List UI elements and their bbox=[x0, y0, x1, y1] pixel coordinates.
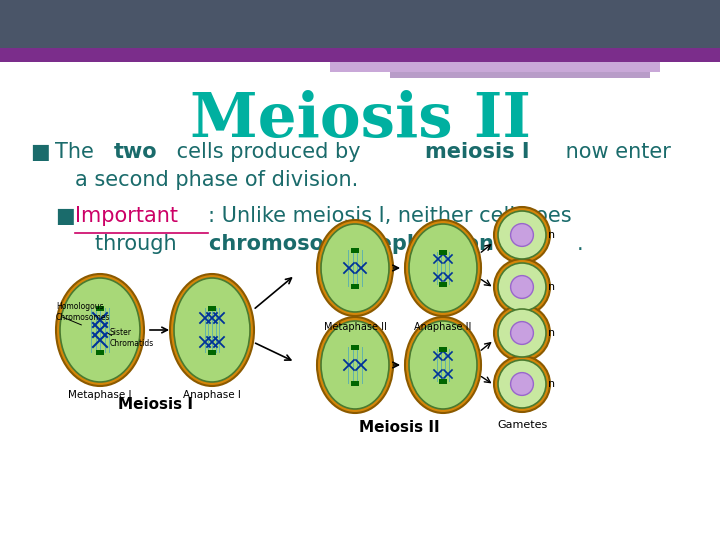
Text: Important: Important bbox=[75, 206, 178, 226]
Ellipse shape bbox=[56, 274, 144, 386]
Text: Sister
Chromatids: Sister Chromatids bbox=[110, 328, 154, 348]
Bar bbox=[208, 306, 216, 311]
Text: cells produced by: cells produced by bbox=[170, 142, 367, 162]
Text: Metaphase I: Metaphase I bbox=[68, 390, 132, 400]
Text: a second phase of division.: a second phase of division. bbox=[75, 170, 359, 190]
Text: ■: ■ bbox=[55, 206, 75, 226]
Ellipse shape bbox=[317, 317, 393, 413]
Ellipse shape bbox=[170, 274, 254, 386]
Text: The: The bbox=[55, 142, 101, 162]
Ellipse shape bbox=[405, 317, 481, 413]
Bar bbox=[0, 48, 720, 62]
Ellipse shape bbox=[409, 224, 477, 312]
Ellipse shape bbox=[405, 220, 481, 316]
Bar bbox=[390, 72, 650, 78]
Bar bbox=[351, 284, 359, 289]
Bar bbox=[439, 282, 447, 287]
Ellipse shape bbox=[317, 220, 393, 316]
Ellipse shape bbox=[498, 309, 546, 357]
Bar bbox=[330, 62, 660, 72]
Text: through: through bbox=[95, 234, 184, 254]
Ellipse shape bbox=[321, 321, 389, 409]
Text: two: two bbox=[114, 142, 158, 162]
Text: n: n bbox=[548, 230, 555, 240]
Text: Anaphase II: Anaphase II bbox=[414, 322, 472, 332]
Text: Homologous
Chromosomes: Homologous Chromosomes bbox=[56, 302, 110, 322]
Text: Anaphase I: Anaphase I bbox=[183, 390, 241, 400]
Text: n: n bbox=[548, 379, 555, 389]
Ellipse shape bbox=[510, 322, 534, 345]
Ellipse shape bbox=[510, 373, 534, 395]
Text: Metaphase II: Metaphase II bbox=[323, 322, 387, 332]
Text: Meiosis II: Meiosis II bbox=[189, 90, 531, 150]
Ellipse shape bbox=[494, 259, 550, 315]
Bar bbox=[96, 306, 104, 311]
Bar bbox=[439, 250, 447, 255]
Text: chromosome replication: chromosome replication bbox=[209, 234, 494, 254]
Bar bbox=[351, 248, 359, 253]
Text: meiosis I: meiosis I bbox=[425, 142, 529, 162]
Bar bbox=[351, 381, 359, 386]
Bar bbox=[351, 345, 359, 350]
Ellipse shape bbox=[321, 224, 389, 312]
Text: .: . bbox=[577, 234, 583, 254]
Bar bbox=[208, 350, 216, 355]
Text: Meiosis I: Meiosis I bbox=[117, 397, 192, 412]
Text: : Unlike meiosis I, neither cell goes: : Unlike meiosis I, neither cell goes bbox=[208, 206, 572, 226]
Bar bbox=[439, 379, 447, 384]
Text: ■: ■ bbox=[30, 142, 50, 162]
Bar bbox=[96, 350, 104, 355]
Ellipse shape bbox=[510, 275, 534, 299]
Ellipse shape bbox=[498, 360, 546, 408]
Text: Meiosis II: Meiosis II bbox=[359, 420, 439, 435]
Ellipse shape bbox=[498, 263, 546, 311]
Text: Gametes: Gametes bbox=[497, 420, 547, 430]
Ellipse shape bbox=[409, 321, 477, 409]
Text: n: n bbox=[548, 282, 555, 292]
Ellipse shape bbox=[494, 207, 550, 263]
Text: now enter: now enter bbox=[559, 142, 671, 162]
Ellipse shape bbox=[498, 211, 546, 259]
Bar bbox=[0, 0, 720, 50]
Ellipse shape bbox=[510, 224, 534, 246]
Text: n: n bbox=[548, 328, 555, 338]
Bar bbox=[439, 347, 447, 352]
Ellipse shape bbox=[494, 305, 550, 361]
Ellipse shape bbox=[174, 278, 250, 382]
Ellipse shape bbox=[60, 278, 140, 382]
Ellipse shape bbox=[494, 356, 550, 412]
